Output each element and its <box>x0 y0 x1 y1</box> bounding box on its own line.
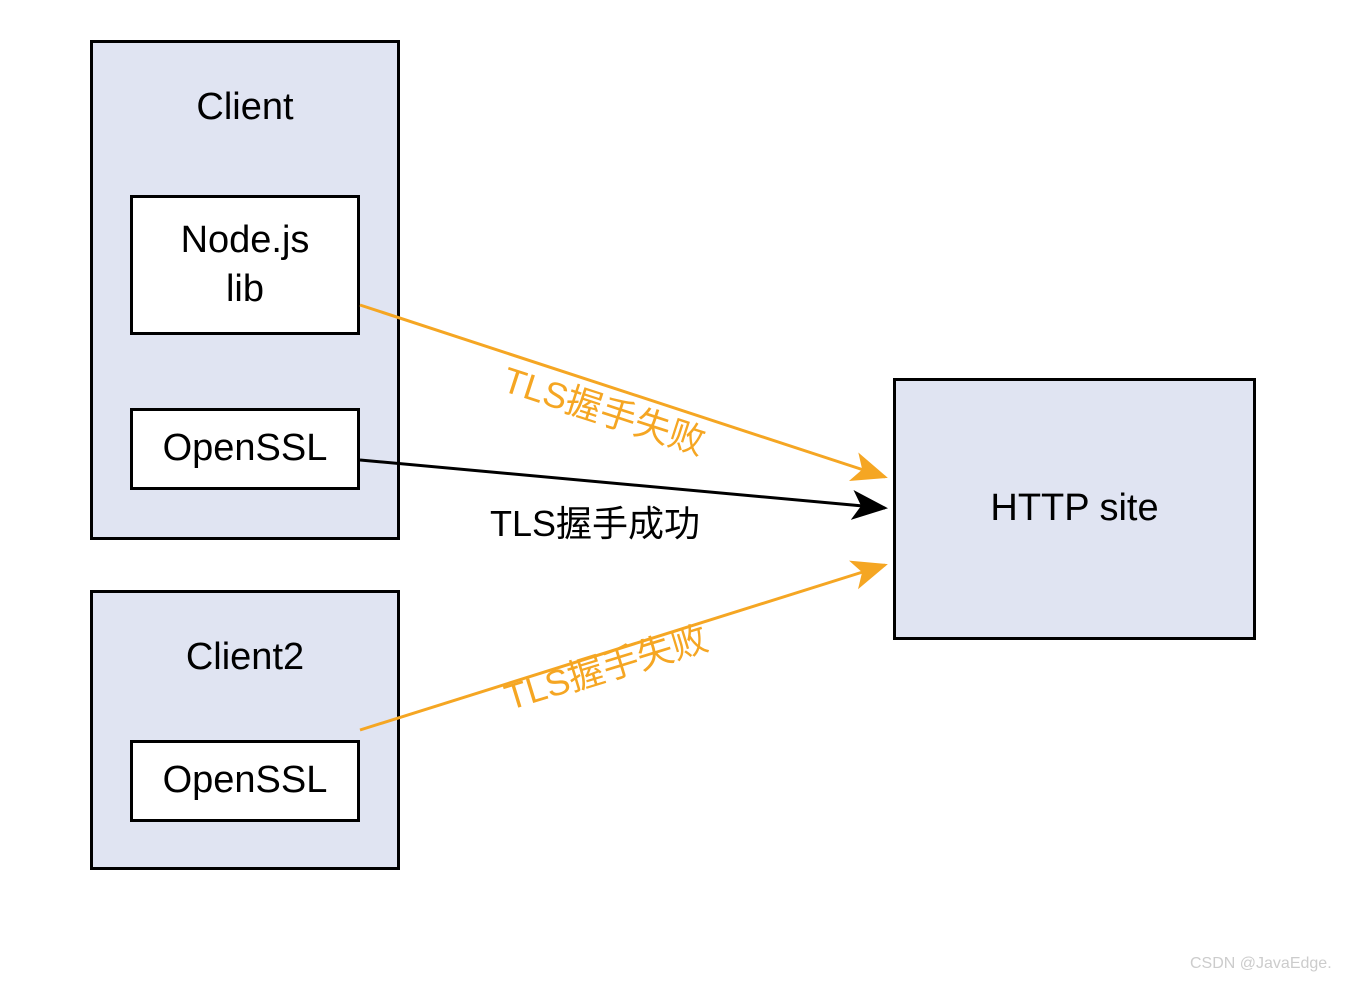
http-site-box: HTTP site <box>893 378 1256 640</box>
nodejs-box: Node.js lib <box>130 195 360 335</box>
openssl1-box: OpenSSL <box>130 408 360 490</box>
client-label: Client <box>196 83 293 132</box>
openssl2-label: OpenSSL <box>163 756 328 805</box>
edge-fail2-label: TLS握手失败 <box>497 610 713 721</box>
openssl1-label: OpenSSL <box>163 424 328 473</box>
edge-fail1-label: TLS握手失败 <box>497 351 713 465</box>
watermark: CSDN @JavaEdge. <box>1190 955 1332 973</box>
client2-box: Client2 <box>90 590 400 870</box>
client2-label: Client2 <box>186 633 304 682</box>
nodejs-label: Node.js lib <box>181 216 310 315</box>
openssl2-box: OpenSSL <box>130 740 360 822</box>
http-site-label: HTTP site <box>990 484 1158 533</box>
edge-success-label: TLS握手成功 <box>490 495 700 547</box>
